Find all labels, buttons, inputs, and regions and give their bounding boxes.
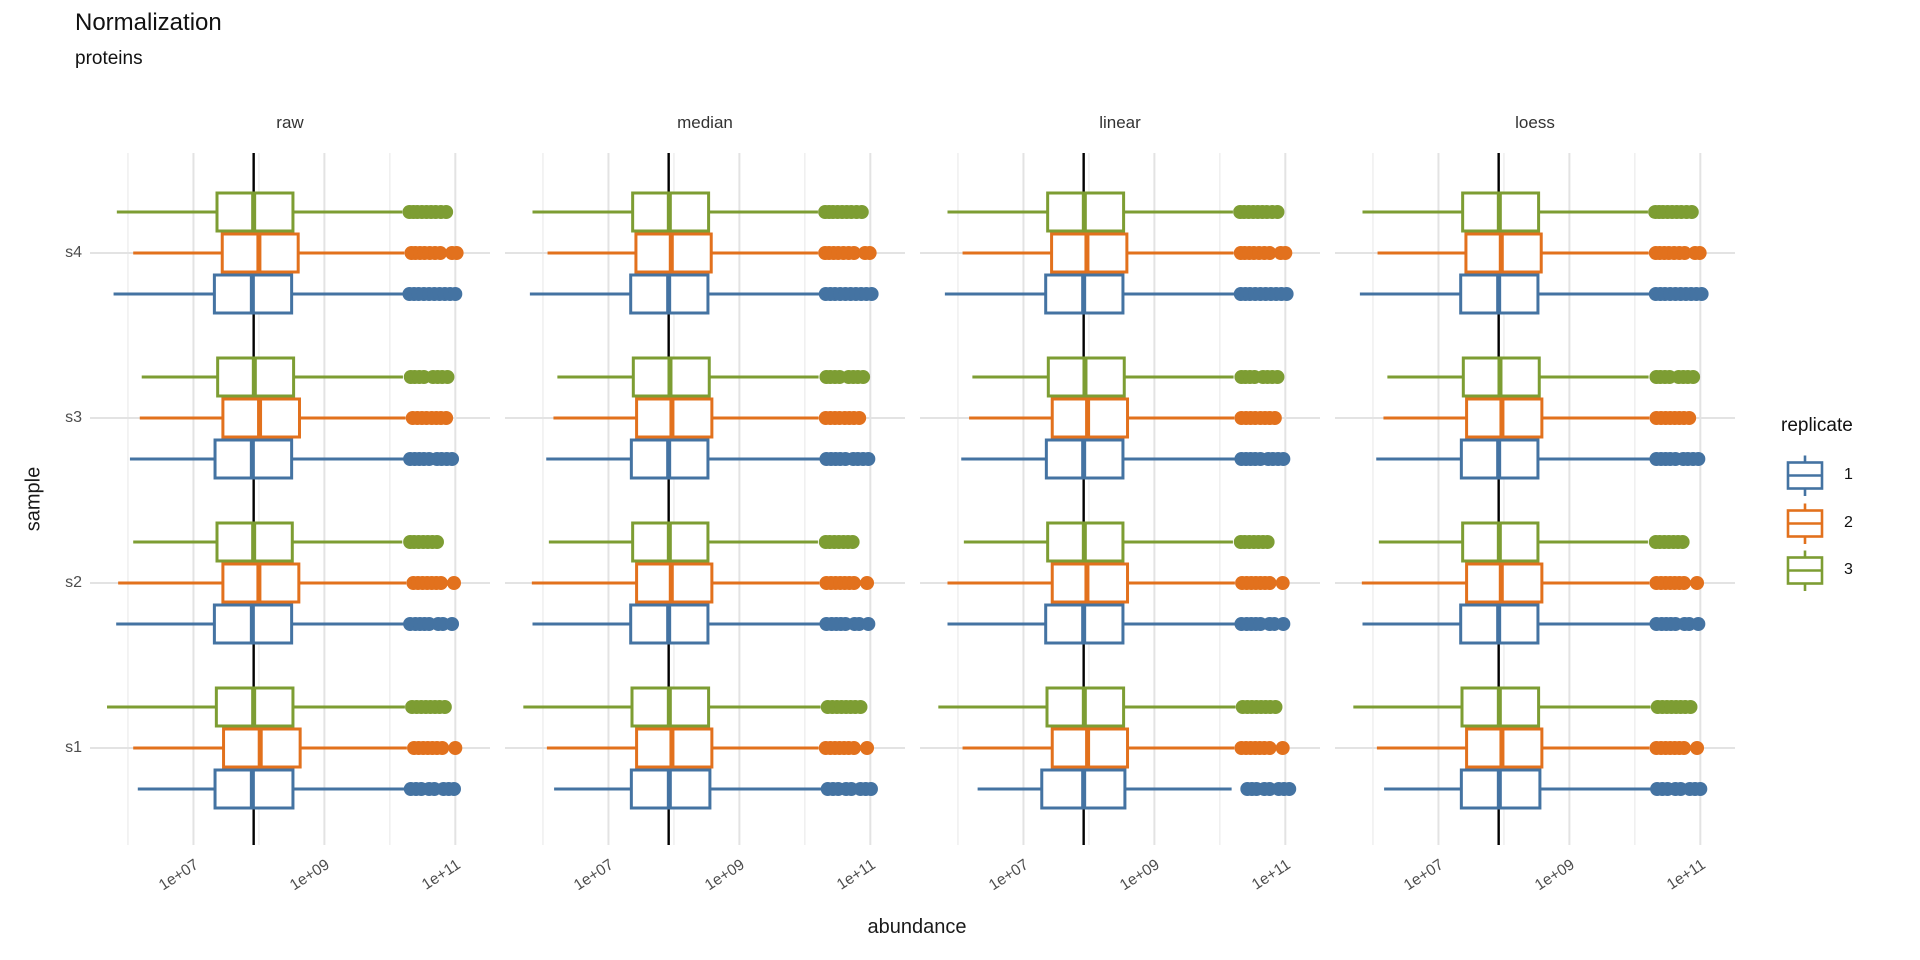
y-tick-label-s4: s4 <box>65 244 82 261</box>
boxplot-median-s4-rep2 <box>547 232 877 274</box>
legend-label-replicate-2: 2 <box>1844 513 1853 531</box>
x-tick-label-median-1e+07: 1e+07 <box>571 856 618 895</box>
panel-median <box>505 153 905 845</box>
boxplot-loess-s2-rep1 <box>1362 603 1706 645</box>
boxplot-linear-s1-rep1 <box>977 768 1297 810</box>
x-tick-label-raw-1e+09: 1e+09 <box>287 856 334 895</box>
facet-label-loess: loess <box>1515 113 1555 132</box>
boxplot-median-s1-rep3 <box>523 686 868 728</box>
boxplot-median-s2-rep2 <box>531 562 875 604</box>
legend-title: replicate <box>1781 415 1853 436</box>
boxplot-linear-s3-rep2 <box>969 397 1282 439</box>
boxplot-loess-s4-rep1 <box>1359 273 1709 315</box>
boxplot-median-s3-rep1 <box>546 438 876 480</box>
boxplot-linear-s2-rep1 <box>947 603 1291 645</box>
legend-label-replicate-1: 1 <box>1844 466 1853 483</box>
y-axis-title: sample <box>22 466 45 532</box>
boxplot-loess-s1-rep1 <box>1384 768 1708 810</box>
boxplot-loess-s3-rep1 <box>1376 438 1706 480</box>
legend-key-replicate-2-boxplot-icon <box>1786 503 1824 544</box>
boxplot-raw-s3-rep3 <box>141 356 455 398</box>
boxplot-raw-s2-rep3 <box>133 521 444 563</box>
boxplot-raw-s3-rep2 <box>139 397 454 439</box>
boxplot-linear-s3-rep3 <box>972 356 1285 398</box>
boxplot-loess-s4-rep2 <box>1377 232 1707 274</box>
x-tick-label-raw-1e+11: 1e+11 <box>419 856 465 894</box>
facet-label-raw: raw <box>276 113 304 132</box>
boxplot-loess-s2-rep2 <box>1361 562 1705 604</box>
x-tick-label-loess-1e+07: 1e+07 <box>1401 856 1448 895</box>
boxplot-linear-s1-rep2 <box>962 727 1290 769</box>
boxplot-loess-s3-rep3 <box>1387 356 1701 398</box>
facet-label-linear: linear <box>1099 113 1141 132</box>
boxplot-linear-s1-rep3 <box>938 686 1283 728</box>
x-axis-title: abundance <box>867 916 967 938</box>
y-tick-label-s2: s2 <box>65 574 82 591</box>
panel-loess <box>1335 153 1735 845</box>
boxplot-linear-s2-rep3 <box>963 521 1275 563</box>
boxplot-raw-s3-rep1 <box>129 438 460 480</box>
y-tick-label-s1: s1 <box>65 739 82 756</box>
panel-raw <box>90 153 490 845</box>
legend-key-replicate-3-boxplot-icon <box>1786 550 1824 591</box>
boxplot-median-s1-rep1 <box>554 768 878 810</box>
boxplot-linear-s2-rep2 <box>947 562 1290 604</box>
boxplot-raw-s4-rep1 <box>113 273 463 315</box>
boxplot-linear-s4-rep2 <box>962 232 1293 274</box>
boxplot-median-s4-rep3 <box>532 191 869 233</box>
x-tick-label-raw-1e+07: 1e+07 <box>156 856 203 895</box>
boxplot-raw-s4-rep2 <box>133 232 464 274</box>
boxplot-raw-s2-rep1 <box>116 603 460 645</box>
boxplot-loess-s3-rep2 <box>1383 397 1697 439</box>
page-subtitle: proteins <box>75 48 143 69</box>
facet-label-median: median <box>677 113 733 132</box>
boxplot-linear-s4-rep1 <box>944 273 1294 315</box>
boxplot-linear-s4-rep3 <box>947 191 1285 233</box>
boxplot-loess-s1-rep3 <box>1353 686 1698 728</box>
boxplot-loess-s1-rep2 <box>1376 727 1705 769</box>
boxplot-raw-s1-rep2 <box>133 727 463 769</box>
boxplot-linear-s3-rep1 <box>961 438 1291 480</box>
boxplot-raw-s2-rep2 <box>118 562 461 604</box>
boxplot-median-s1-rep2 <box>546 727 875 769</box>
boxplot-median-s3-rep3 <box>557 356 871 398</box>
boxplot-loess-s4-rep3 <box>1362 191 1699 233</box>
x-tick-label-loess-1e+11: 1e+11 <box>1664 856 1710 894</box>
x-tick-label-loess-1e+09: 1e+09 <box>1532 856 1579 895</box>
panel-linear <box>920 153 1320 845</box>
boxplot-median-s4-rep1 <box>529 273 879 315</box>
legend-key-replicate-1-boxplot-icon <box>1786 455 1824 496</box>
boxplot-median-s2-rep1 <box>532 603 876 645</box>
boxplot-median-s2-rep3 <box>548 521 860 563</box>
boxplot-raw-s1-rep1 <box>137 768 461 810</box>
page-title: Normalization <box>75 9 222 36</box>
legend-label-replicate-3: 3 <box>1844 561 1853 578</box>
boxplot-raw-s4-rep3 <box>116 191 454 233</box>
boxplot-median-s3-rep2 <box>553 397 867 439</box>
boxplot-loess-s2-rep3 <box>1378 521 1690 563</box>
boxplot-raw-s1-rep3 <box>107 686 452 728</box>
y-tick-label-s3: s3 <box>65 409 82 426</box>
